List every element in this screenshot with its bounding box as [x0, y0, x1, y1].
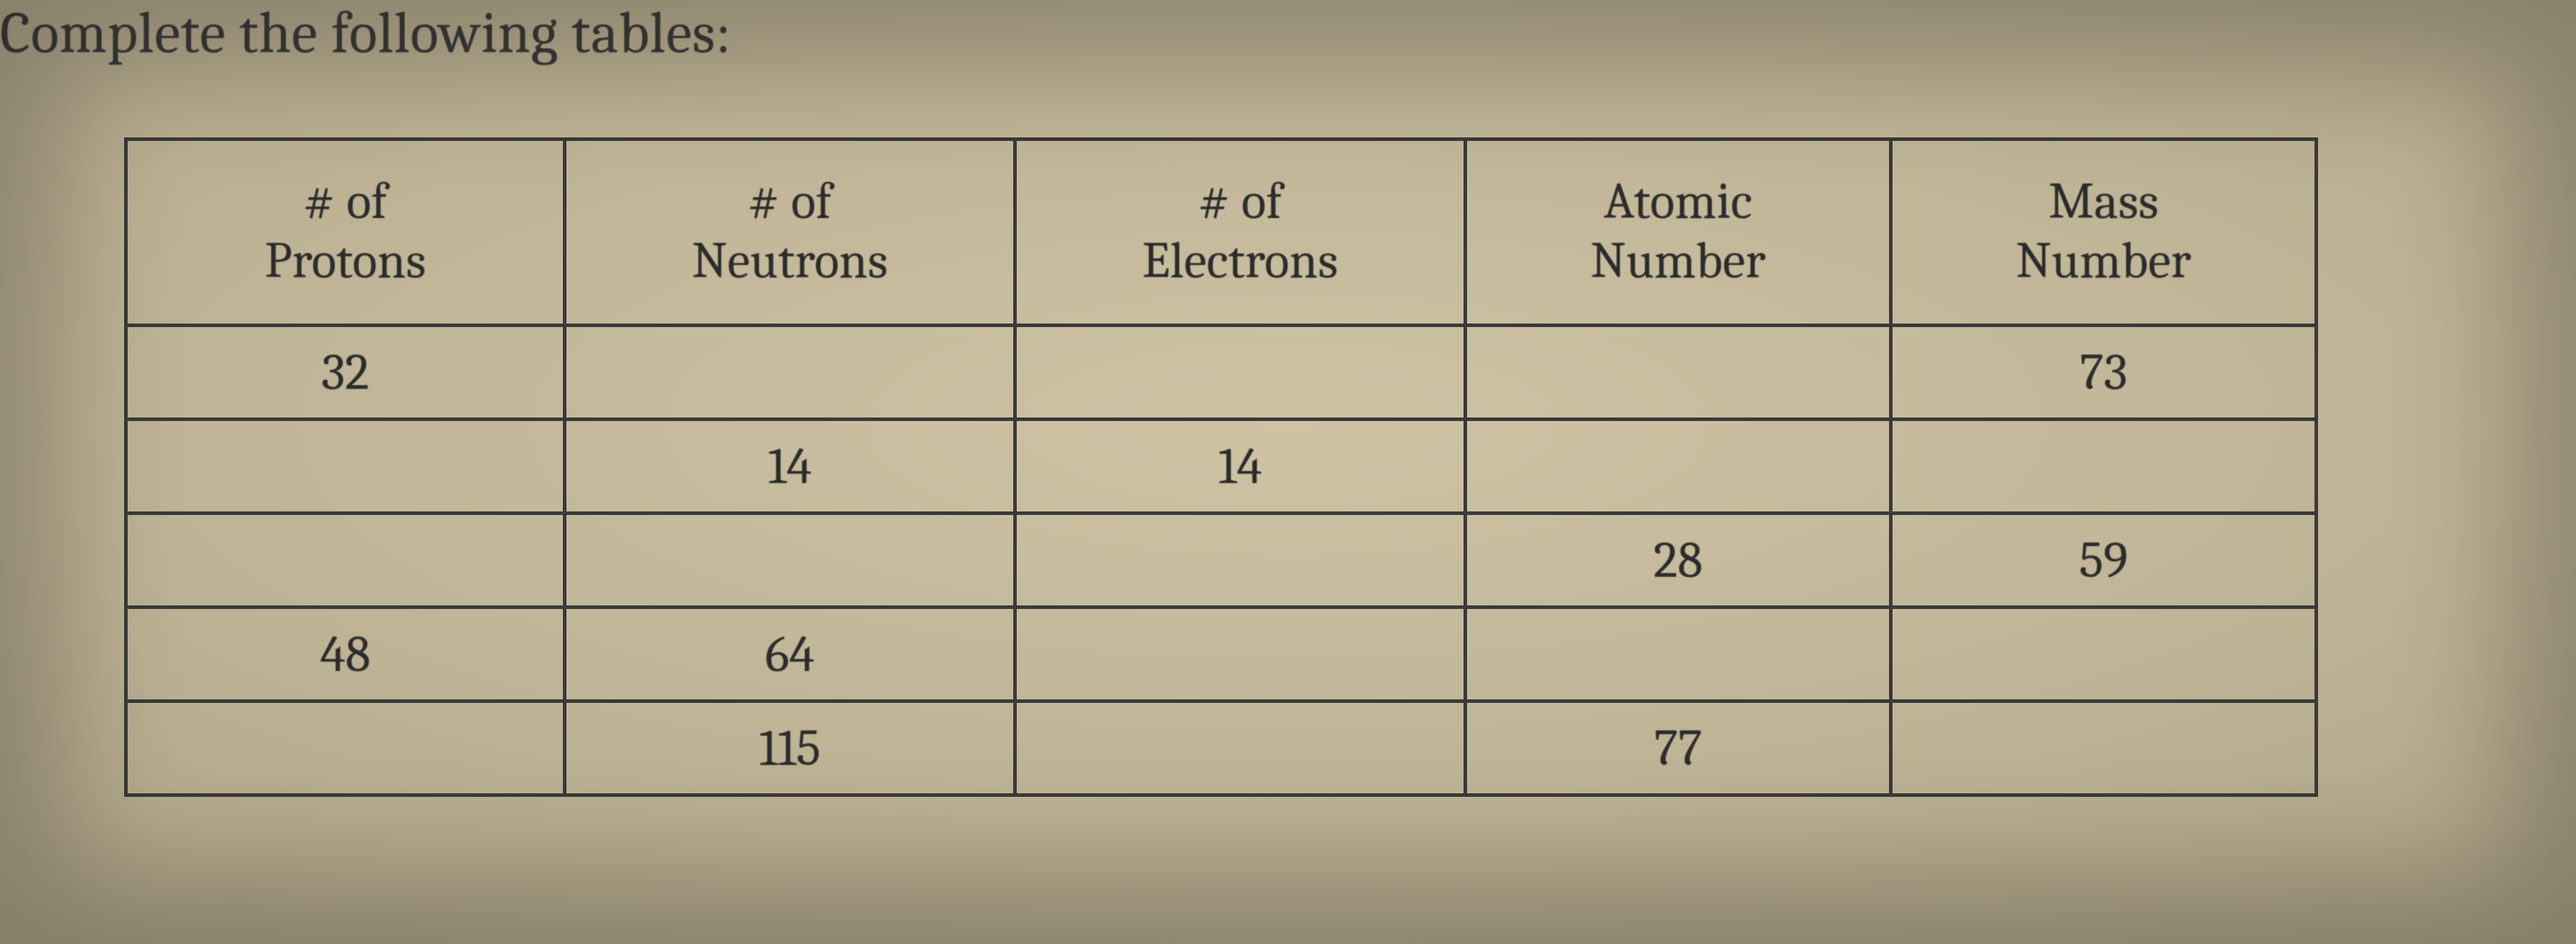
cell-value: 28 [1653, 531, 1703, 590]
cell-value: 115 [759, 719, 821, 778]
th-mass-line2: Number [2016, 232, 2191, 292]
cell-r2-neutrons [565, 513, 1015, 607]
cell-r4-neutrons: 115 [565, 701, 1015, 795]
cell-r4-mass [1891, 701, 2316, 795]
th-atomic-inner: Atomic Number [1467, 141, 1889, 324]
th-protons-inner: # of Protons [128, 141, 563, 324]
th-electrons-line1: # of [1198, 173, 1283, 232]
cell-r3-neutrons: 64 [565, 607, 1015, 701]
th-electrons: # of Electrons [1015, 139, 1465, 325]
th-electrons-inner: # of Electrons [1017, 141, 1464, 324]
table-row: 28 59 [126, 513, 2316, 607]
cell-r0-mass: 73 [1891, 325, 2316, 419]
atomic-table: # of Protons # of Neutrons # of El [124, 137, 2318, 797]
th-neutrons-line2: Neutrons [691, 232, 887, 292]
cell-value: 73 [2080, 343, 2127, 402]
cell-r2-protons [126, 513, 565, 607]
table-head: # of Protons # of Neutrons # of El [126, 139, 2316, 325]
cell-r1-mass [1891, 419, 2316, 513]
cell-r0-protons: 32 [126, 325, 565, 419]
table-row: 115 77 [126, 701, 2316, 795]
cell-r4-electrons [1015, 701, 1465, 795]
cell-r4-atomic: 77 [1465, 701, 1891, 795]
th-electrons-line2: Electrons [1143, 232, 1339, 292]
cell-r2-mass: 59 [1891, 513, 2316, 607]
cell-r3-electrons [1015, 607, 1465, 701]
cell-r0-atomic [1465, 325, 1891, 419]
th-neutrons: # of Neutrons [565, 139, 1015, 325]
cell-r3-mass [1891, 607, 2316, 701]
cell-r1-neutrons: 14 [565, 419, 1015, 513]
th-protons: # of Protons [126, 139, 565, 325]
cell-value: 59 [2079, 531, 2127, 590]
th-neutrons-line1: # of [748, 173, 832, 232]
cell-r0-neutrons [565, 325, 1015, 419]
th-mass-number: Mass Number [1891, 139, 2316, 325]
th-atomic-number: Atomic Number [1465, 139, 1891, 325]
cell-r4-protons [126, 701, 565, 795]
cell-r2-atomic: 28 [1465, 513, 1891, 607]
th-protons-line1: # of [303, 173, 387, 232]
atomic-table-wrap: # of Protons # of Neutrons # of El [124, 137, 2314, 797]
th-neutrons-inner: # of Neutrons [566, 141, 1013, 324]
cell-value: 64 [765, 625, 815, 684]
table-row: 48 64 [126, 607, 2316, 701]
worksheet-heading: Complete the following tables: [0, 0, 731, 67]
table-row: 32 73 [126, 325, 2316, 419]
cell-value: 14 [1218, 437, 1262, 496]
cell-r1-electrons: 14 [1015, 419, 1465, 513]
th-protons-line2: Protons [264, 232, 425, 292]
cell-value: 32 [321, 343, 369, 402]
cell-r3-protons: 48 [126, 607, 565, 701]
cell-value: 77 [1654, 719, 1703, 778]
table-header-row: # of Protons # of Neutrons # of El [126, 139, 2316, 325]
cell-r3-atomic [1465, 607, 1891, 701]
cell-r1-atomic [1465, 419, 1891, 513]
th-atomic-line1: Atomic [1604, 173, 1752, 232]
th-mass-inner: Mass Number [1893, 141, 2314, 324]
cell-r2-electrons [1015, 513, 1465, 607]
worksheet-page: Complete the following tables: # of Prot… [0, 0, 2576, 944]
th-mass-line1: Mass [2049, 173, 2158, 232]
cell-value: 14 [768, 437, 812, 496]
th-atomic-line2: Number [1590, 232, 1766, 292]
table-row: 14 14 [126, 419, 2316, 513]
cell-r0-electrons [1015, 325, 1465, 419]
cell-r1-protons [126, 419, 565, 513]
table-body: 32 73 14 14 28 [126, 325, 2316, 795]
cell-value: 48 [320, 625, 371, 684]
